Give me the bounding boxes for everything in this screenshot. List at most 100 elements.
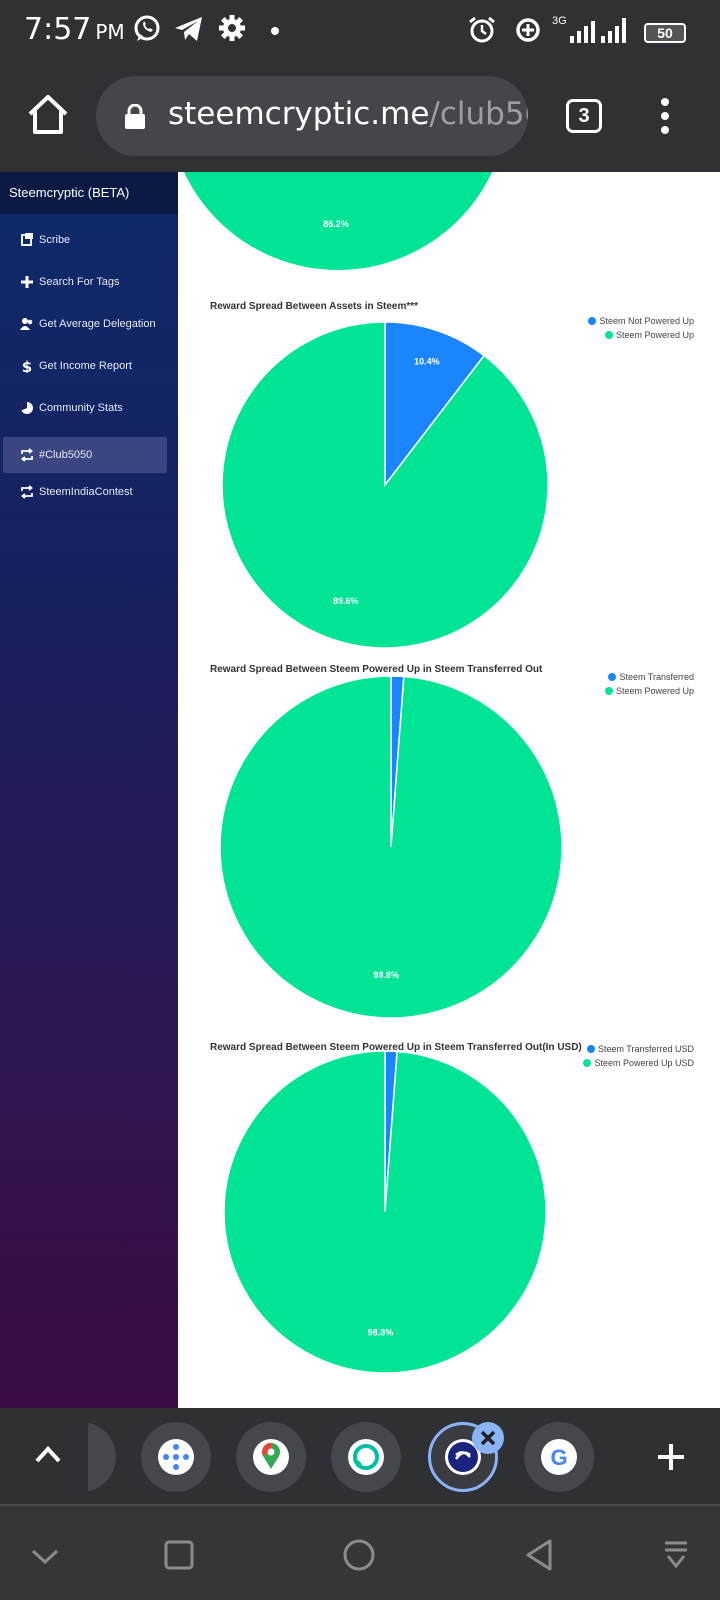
battery-level: 50 <box>657 25 673 41</box>
legend-item[interactable]: Steem Powered Up USD <box>583 1056 694 1070</box>
legend-label: Steem Transferred <box>619 672 694 682</box>
close-tab-icon[interactable] <box>472 1422 504 1454</box>
network-type: 3G <box>552 15 567 27</box>
chart-legend: Steem Transferred USD Steem Powered Up U… <box>583 1042 694 1070</box>
legend-item[interactable]: Steem Powered Up <box>604 684 694 698</box>
sidebar-item-community-stats[interactable]: Community Stats <box>3 390 167 426</box>
pie-slice-steem-powered-up[interactable] <box>219 675 563 1019</box>
new-tab-plus-icon[interactable] <box>656 1442 686 1472</box>
pie-slice-steem-powered-up[interactable] <box>221 321 549 649</box>
browser-toolbar: steemcryptic.me/club50 3 <box>0 62 720 172</box>
sidebar-item-label: Get Income Report <box>39 360 132 372</box>
sidebar-item-label: Get Average Delegation <box>39 318 156 330</box>
whatsapp-icon <box>134 15 160 41</box>
pie-slice-label: 98.8% <box>373 970 399 980</box>
signal-icon <box>570 18 626 43</box>
sidebar-item-label: Search For Tags <box>39 276 120 288</box>
pie-slice-label: 89.6% <box>333 596 359 606</box>
home-icon[interactable] <box>26 92 70 136</box>
tab-switcher-button[interactable]: 3 <box>566 99 602 133</box>
svg-text:G: G <box>550 1445 567 1470</box>
sidebar-item-label: Scribe <box>39 234 71 246</box>
pie-chart-icon <box>20 401 33 414</box>
legend-label: Steem Powered Up <box>615 686 694 696</box>
chat-refresh-icon <box>353 1444 379 1470</box>
url-text[interactable]: steemcryptic.me/club50 <box>168 96 528 132</box>
sidebar-item-get-income-report[interactable]: $ Get Income Report <box>3 348 167 384</box>
home-circle-icon[interactable] <box>342 1538 376 1572</box>
system-nav-bar <box>0 1504 720 1600</box>
repeat-icon <box>21 448 33 462</box>
chart-legend: Steem Transferred Steem Powered Up <box>604 670 694 698</box>
battery-icon: 50 <box>644 23 686 43</box>
sidebar: Steemcryptic (BETA) Scribe Search For Ta… <box>0 172 178 1408</box>
legend-swatch <box>586 1045 595 1053</box>
legend-item[interactable]: Steem Not Powered Up <box>588 314 694 328</box>
maps-pin-icon <box>262 1442 280 1469</box>
sidebar-item-get-average-delegation[interactable]: Get Average Delegation <box>3 306 167 342</box>
lock-icon <box>125 104 145 129</box>
steem-logo-icon <box>448 1442 478 1472</box>
chart-legend: Steem Not Powered Up Steem Powered Up <box>588 314 694 342</box>
legend-swatch <box>608 673 617 681</box>
pie-slice-steem-powered-up-usd[interactable] <box>223 1050 547 1374</box>
pie-slice-label: 86.2% <box>323 219 349 229</box>
keyboard-hide-icon[interactable] <box>662 1540 690 1572</box>
tab-count: 3 <box>578 105 590 127</box>
chevron-down-icon[interactable] <box>30 1548 60 1566</box>
tab-dots-app[interactable] <box>141 1422 211 1492</box>
pie-slice-steem-not-powered-up[interactable] <box>384 321 486 488</box>
sidebar-item-label: #Club5050 <box>39 449 93 461</box>
chart-title: Reward Spread Between Assets in Steem*** <box>210 301 419 312</box>
legend-swatch <box>604 331 613 339</box>
sidebar-item-search-for-tags[interactable]: Search For Tags <box>3 264 167 300</box>
tab-strip: G <box>0 1408 720 1504</box>
dots-app-icon <box>163 1444 189 1470</box>
chart-title: Reward Spread Between Steem Powered Up i… <box>210 664 543 675</box>
google-icon: G <box>550 1445 567 1470</box>
legend-label: Steem Powered Up USD <box>594 1058 694 1068</box>
legend-swatch <box>588 317 597 325</box>
settings-icon <box>219 15 245 41</box>
charts-area: 86.2% 10.4% 89.6% 98.8% 98.8% Reward Spread … <box>178 172 720 1408</box>
sidebar-item-club5050[interactable]: #Club5050 <box>3 437 167 473</box>
plus-icon <box>21 276 33 288</box>
notification-dot-icon <box>271 27 279 35</box>
sidebar-title[interactable]: Steemcryptic (BETA) <box>0 172 178 214</box>
pie-slice-steem-powered-up[interactable] <box>178 172 508 270</box>
sidebar-item-label: Community Stats <box>39 402 123 414</box>
dollar-icon: $ <box>22 359 32 373</box>
svg-text:$: $ <box>22 359 32 373</box>
status-time: 7:57 PM <box>24 12 125 47</box>
chart-title: Reward Spread Between Steem Powered Up i… <box>210 1042 582 1053</box>
repeat-icon <box>21 485 33 499</box>
telegram-icon <box>175 17 202 41</box>
tab-steemit-active[interactable] <box>428 1422 498 1492</box>
back-triangle-icon[interactable] <box>524 1538 554 1572</box>
recents-square-icon[interactable] <box>164 1540 194 1570</box>
legend-swatch <box>604 687 613 695</box>
address-bar[interactable]: steemcryptic.me/club50 <box>96 76 528 156</box>
chevron-up-icon[interactable] <box>34 1444 62 1464</box>
sidebar-item-scribe[interactable]: Scribe <box>3 222 167 258</box>
legend-item[interactable]: Steem Transferred <box>605 670 694 684</box>
pie-slice-label: 10.4% <box>414 356 440 366</box>
sidebar-item-label: SteemIndiaContest <box>39 486 133 498</box>
legend-swatch <box>583 1059 592 1067</box>
scribe-icon <box>21 233 33 246</box>
data-saver-icon <box>516 18 540 42</box>
more-options-icon[interactable] <box>650 98 680 138</box>
legend-item[interactable]: Steem Powered Up <box>588 328 694 342</box>
sidebar-item-steemindiacontest[interactable]: SteemIndiaContest <box>3 474 167 510</box>
tab-chat-app[interactable] <box>331 1422 401 1492</box>
legend-label: Steem Transferred USD <box>597 1044 694 1054</box>
status-bar: 7:57 PM 3G 50 <box>0 0 720 62</box>
alarm-icon <box>469 16 495 43</box>
tab-google[interactable]: G <box>524 1422 594 1492</box>
pie-charts-canvas: 86.2% 10.4% 89.6% 98.8% 98.8% <box>178 172 563 1374</box>
legend-label: Steem Powered Up <box>615 330 694 340</box>
legend-item[interactable]: Steem Transferred USD <box>583 1042 694 1056</box>
users-icon <box>20 318 33 330</box>
tab-google-maps[interactable] <box>236 1422 306 1492</box>
